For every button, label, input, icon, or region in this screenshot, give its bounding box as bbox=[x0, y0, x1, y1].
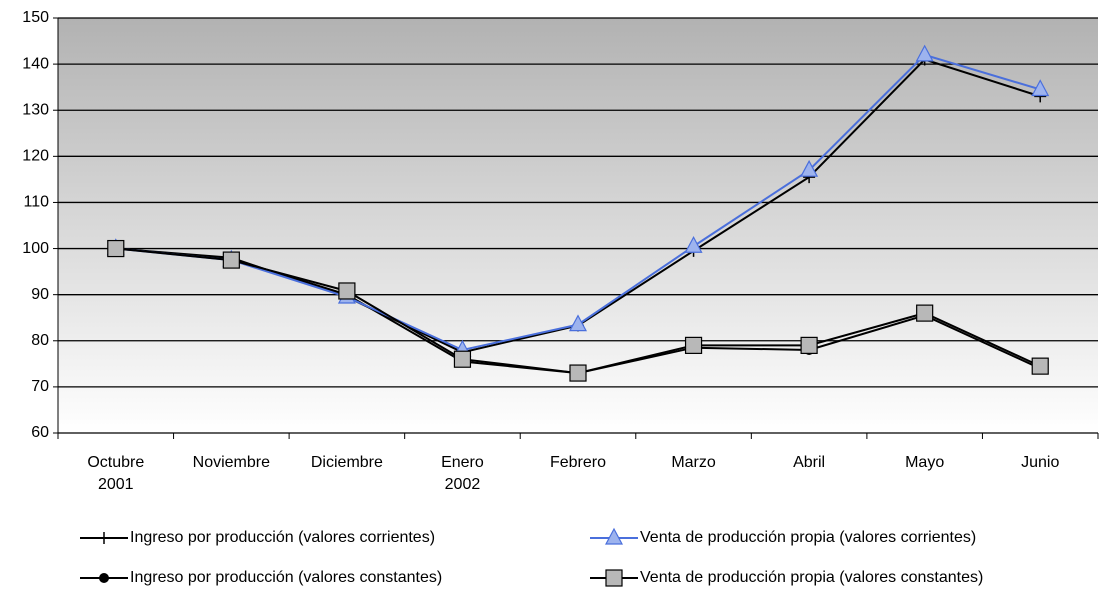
marker bbox=[569, 364, 587, 382]
marker bbox=[98, 532, 110, 544]
x-tick-label: Diciembre bbox=[311, 454, 383, 471]
x-tick-label: Abril bbox=[793, 454, 825, 471]
marker bbox=[569, 314, 587, 332]
x-tick-label: Noviembre bbox=[193, 454, 270, 471]
x-tick-label: Febrero bbox=[550, 454, 606, 471]
legend-label: Ingreso por producción (valores constant… bbox=[130, 569, 442, 586]
legend-label: Ingreso por producción (valores corrient… bbox=[130, 529, 435, 546]
y-tick-label: 100 bbox=[22, 240, 49, 257]
marker bbox=[605, 527, 623, 545]
y-tick-label: 80 bbox=[31, 332, 49, 349]
marker bbox=[107, 239, 125, 258]
marker bbox=[605, 569, 623, 587]
marker bbox=[99, 573, 109, 583]
marker bbox=[1031, 357, 1049, 375]
y-tick-label: 90 bbox=[31, 286, 49, 303]
y-tick-label: 110 bbox=[23, 194, 49, 211]
y-tick-label: 120 bbox=[22, 148, 49, 165]
marker bbox=[1031, 79, 1050, 97]
marker bbox=[453, 350, 472, 368]
x-tick-label: Mayo bbox=[905, 454, 944, 471]
y-tick-label: 150 bbox=[22, 9, 49, 26]
y-tick-label: 70 bbox=[31, 378, 49, 395]
marker bbox=[916, 304, 934, 322]
marker bbox=[800, 336, 818, 354]
x-tick-label: Octubre 2001 bbox=[87, 454, 144, 493]
legend-label: Venta de producción propia (valores corr… bbox=[640, 529, 976, 546]
marker bbox=[222, 251, 240, 269]
y-tick-label: 130 bbox=[22, 101, 49, 118]
marker bbox=[684, 235, 703, 253]
y-tick-label: 60 bbox=[31, 424, 49, 441]
x-tick-label: Marzo bbox=[671, 454, 716, 471]
y-tick-label: 140 bbox=[22, 55, 49, 72]
marker bbox=[800, 159, 819, 177]
marker bbox=[684, 336, 703, 354]
legend-label: Venta de producción propia (valores cons… bbox=[640, 569, 983, 586]
marker bbox=[915, 44, 934, 62]
x-tick-label: Enero 2002 bbox=[441, 454, 484, 493]
plot-area bbox=[58, 18, 1098, 433]
x-tick-label: Junio bbox=[1021, 454, 1059, 471]
marker bbox=[338, 282, 356, 300]
